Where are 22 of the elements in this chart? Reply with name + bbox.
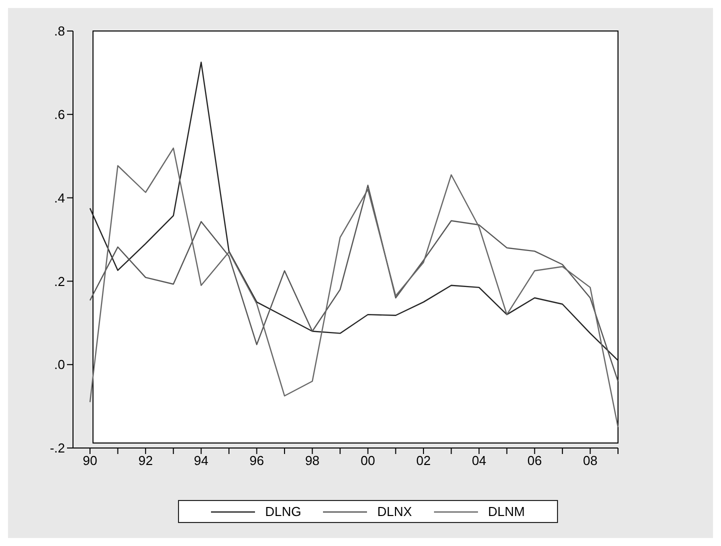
- y-tick-label: .6: [54, 107, 65, 122]
- x-tick-label: 02: [416, 453, 431, 468]
- y-tick-label: .0: [54, 357, 65, 372]
- y-tick-label: .2: [54, 274, 65, 289]
- line-series: [89, 148, 619, 428]
- y-tick-label: .4: [54, 190, 65, 206]
- x-tick-label: 92: [138, 453, 153, 468]
- x-tick-label: 96: [250, 453, 264, 468]
- x-tick-label: 90: [82, 453, 98, 468]
- y-tick-label: .8: [54, 24, 65, 39]
- x-tick-label: 04: [472, 453, 486, 468]
- x-tick-label: 98: [305, 453, 320, 468]
- legend-label: DLNG: [265, 504, 302, 519]
- x-tick-label: 08: [582, 453, 598, 468]
- legend-label: DLNX: [377, 504, 412, 519]
- x-tick-label: 00: [360, 453, 376, 468]
- legend-label: DLNM: [488, 504, 525, 519]
- y-tick-label: -.2: [50, 440, 65, 456]
- line-series: [89, 184, 619, 382]
- x-tick-label: 06: [527, 453, 542, 468]
- x-tick-label: 94: [194, 453, 208, 468]
- line-series: [89, 62, 619, 362]
